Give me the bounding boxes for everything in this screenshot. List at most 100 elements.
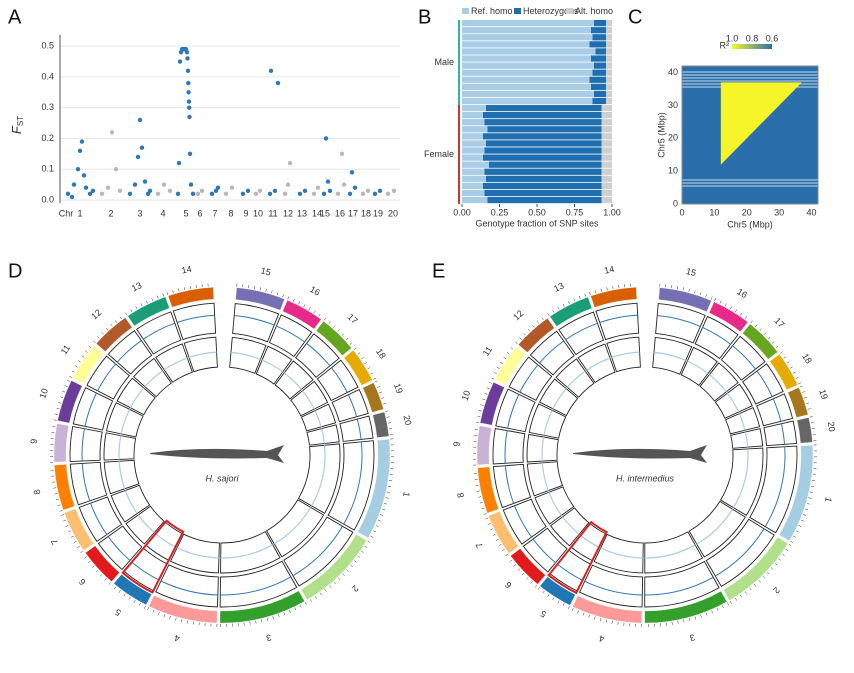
- track-line: [557, 563, 583, 581]
- track-line: [514, 505, 532, 538]
- tick: [313, 310, 316, 314]
- tick: [606, 287, 608, 291]
- tick: [192, 621, 194, 625]
- bar-segment: [594, 90, 606, 98]
- tick: [724, 303, 727, 307]
- chromosome-label: 8: [32, 489, 43, 496]
- tick: [677, 620, 679, 624]
- tick: [57, 504, 61, 506]
- track-line: [726, 392, 740, 413]
- point: [81, 173, 87, 178]
- highlight: [547, 520, 608, 595]
- track-line: [292, 525, 343, 577]
- point: [347, 191, 353, 197]
- tick: [786, 361, 790, 364]
- track-line: [732, 345, 756, 370]
- point: [77, 148, 83, 153]
- tick: [85, 350, 88, 353]
- chromosome-label: 14: [603, 264, 615, 276]
- bar-segment: [462, 196, 488, 204]
- tick: [530, 581, 533, 584]
- track-line: [331, 367, 348, 393]
- tick: [95, 569, 99, 573]
- bar-segment: [601, 140, 612, 147]
- track: [136, 311, 182, 355]
- track-line: [504, 430, 508, 464]
- track-line: [261, 359, 284, 373]
- tick: [67, 379, 70, 382]
- point: [325, 179, 331, 184]
- point: [272, 188, 278, 193]
- point: [187, 151, 193, 157]
- chromosome: [53, 423, 69, 463]
- bar-segment: [606, 41, 612, 48]
- point: [327, 188, 333, 193]
- bar-segment: [462, 27, 591, 34]
- chromosome-label: 9: [29, 438, 39, 444]
- tick: [377, 519, 381, 522]
- bar-segment: [601, 104, 612, 112]
- tick: [99, 574, 103, 577]
- track-line: [539, 340, 565, 364]
- point: [69, 194, 75, 200]
- bar-segment: [462, 133, 483, 140]
- tick: [510, 347, 514, 350]
- point: [177, 59, 183, 64]
- track-line: [532, 538, 556, 564]
- tick: [480, 404, 484, 406]
- bar-segment: [462, 147, 485, 154]
- bar-segment: [606, 90, 612, 98]
- tick: [374, 380, 378, 383]
- chromosome-label: 20: [402, 414, 414, 426]
- tick: [118, 590, 121, 593]
- chromosome: [723, 536, 789, 601]
- tick: [68, 530, 72, 533]
- tick: [319, 592, 322, 596]
- tick: [58, 402, 62, 404]
- track: [103, 432, 137, 461]
- tick: [104, 578, 107, 581]
- chromosome-label: 14: [181, 264, 193, 276]
- tick: [123, 593, 126, 597]
- chromosome: [96, 317, 133, 352]
- track-line: [580, 534, 600, 548]
- chromosome: [590, 287, 637, 308]
- tick: [55, 498, 59, 501]
- highlight: [121, 519, 185, 594]
- bar-segment: [486, 104, 602, 112]
- point: [341, 182, 347, 187]
- bar-segment: [462, 48, 596, 55]
- tick: [388, 485, 392, 487]
- point: [139, 145, 145, 150]
- tick: [71, 370, 75, 373]
- tick: [783, 356, 787, 359]
- point: [155, 191, 161, 197]
- colorbar-tick: 1.0: [726, 33, 739, 43]
- tick: [688, 618, 691, 622]
- x-tick-label: 0.00: [453, 207, 471, 217]
- tick: [350, 564, 353, 568]
- tick: [135, 306, 138, 310]
- tick: [759, 328, 762, 331]
- point: [71, 182, 77, 187]
- track: [339, 415, 374, 442]
- tick: [144, 605, 146, 609]
- tick: [172, 290, 174, 294]
- track: [86, 355, 130, 400]
- tick: [382, 508, 386, 511]
- tick: [809, 491, 813, 493]
- tick: [694, 290, 696, 294]
- point: [109, 130, 115, 135]
- tick: [476, 490, 480, 492]
- tick: [562, 603, 565, 607]
- tick: [481, 507, 485, 510]
- tick: [357, 555, 361, 558]
- tick: [303, 304, 306, 308]
- bar-segment: [484, 189, 602, 197]
- tick: [337, 577, 341, 581]
- tick: [70, 535, 74, 538]
- bar-segment: [591, 83, 606, 90]
